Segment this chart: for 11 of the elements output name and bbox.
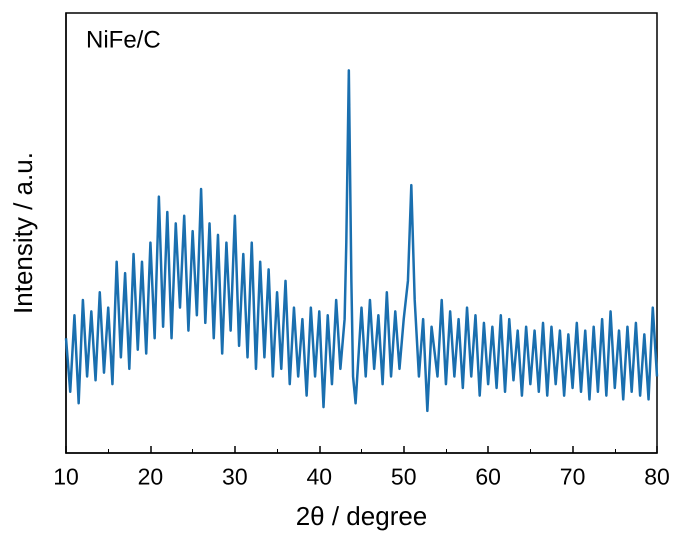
text: NiFe/C [86,26,161,54]
x-tick-label: 30 [222,464,248,490]
y-axis-title: Intensity / a.u. [8,152,38,314]
x-tick-label: 20 [138,464,164,490]
x-tick-label: 40 [306,464,332,490]
x-tick-label: 60 [475,464,501,490]
x-tick-label: 50 [390,464,417,490]
x-tick-label: 80 [644,464,670,490]
x-tick-label: 70 [560,464,586,490]
x-tick-label: 10 [53,464,79,490]
x-axis-title: 2θ / degree [296,501,428,531]
